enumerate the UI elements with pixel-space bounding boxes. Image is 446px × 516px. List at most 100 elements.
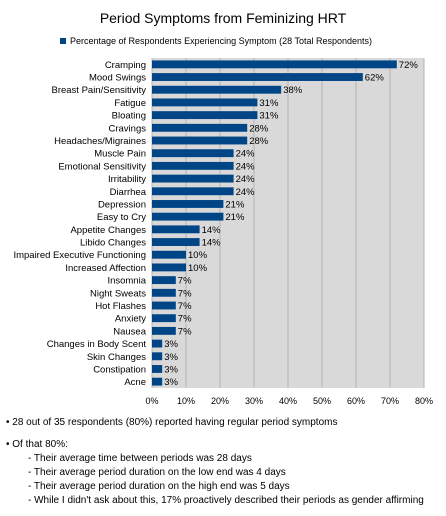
bar bbox=[152, 276, 176, 285]
bar-value-label: 7% bbox=[178, 276, 192, 287]
bar-value-label: 3% bbox=[164, 352, 178, 363]
x-tick-label: 60% bbox=[347, 396, 365, 406]
bar-value-label: 72% bbox=[399, 60, 419, 71]
bar bbox=[152, 301, 176, 310]
category-label: Irritability bbox=[108, 174, 146, 185]
category-label: Headaches/Migraines bbox=[54, 136, 146, 147]
legend-swatch bbox=[60, 38, 66, 44]
x-tick-label: 30% bbox=[245, 396, 263, 406]
category-label: Night Sweats bbox=[90, 288, 146, 299]
bar bbox=[152, 98, 258, 107]
category-label: Insomnia bbox=[107, 276, 146, 287]
category-label: Impaired Executive Functioning bbox=[13, 250, 146, 261]
bar bbox=[152, 187, 234, 196]
bar bbox=[152, 314, 176, 323]
notes-summary: • 28 out of 35 respondents (80%) reporte… bbox=[6, 417, 338, 428]
gridlines bbox=[151, 58, 425, 388]
bar-value-label: 24% bbox=[236, 174, 256, 185]
bar bbox=[152, 200, 224, 208]
bar-value-label: 38% bbox=[283, 85, 303, 96]
bar bbox=[152, 60, 397, 69]
x-tick-labels: 0% 10% 20% 30% 40% 50% 60% 70% 80% bbox=[145, 396, 433, 406]
category-label: Fatigue bbox=[114, 98, 146, 109]
x-tick-label: 70% bbox=[381, 396, 399, 406]
notes-detail: - Their average period duration on the h… bbox=[28, 481, 290, 492]
bar-value-label: 14% bbox=[202, 225, 222, 236]
category-label: Emotional Sensitivity bbox=[58, 161, 146, 172]
bar-chart: Period Symptoms from Feminizing HRT Perc… bbox=[13, 10, 434, 406]
category-label: Cravings bbox=[109, 123, 147, 134]
bar bbox=[152, 161, 234, 170]
bar-value-label: 31% bbox=[259, 98, 279, 109]
x-tick-label: 20% bbox=[211, 396, 229, 406]
bar-value-label: 7% bbox=[178, 288, 192, 299]
category-label: Easy to Cry bbox=[97, 212, 146, 223]
bar-value-label: 10% bbox=[188, 263, 208, 274]
category-label: Increased Affection bbox=[65, 263, 146, 274]
notes-detail: - While I didn't ask about this, 17% pro… bbox=[28, 495, 424, 506]
category-label: Bloating bbox=[112, 111, 146, 122]
bar-value-label: 7% bbox=[178, 314, 192, 325]
bar bbox=[152, 212, 224, 221]
bar-value-label: 21% bbox=[225, 199, 245, 210]
category-label: Changes in Body Scent bbox=[47, 339, 147, 350]
bar bbox=[152, 123, 248, 132]
data-labels: 72%62%38%31%31%28%28%24%24%24%24%21%21%1… bbox=[164, 60, 418, 388]
bar bbox=[152, 85, 282, 94]
bar-value-label: 62% bbox=[365, 73, 385, 84]
category-label: Depression bbox=[98, 199, 146, 210]
bars bbox=[152, 60, 397, 386]
category-label: Appetite Changes bbox=[70, 225, 146, 236]
bar bbox=[152, 149, 234, 158]
bar bbox=[152, 352, 163, 361]
notes-detail: - Their average time between periods was… bbox=[28, 453, 252, 464]
bar-value-label: 28% bbox=[249, 136, 269, 147]
bar-value-label: 7% bbox=[178, 301, 192, 312]
bar-value-label: 28% bbox=[249, 123, 269, 134]
chart-title: Period Symptoms from Feminizing HRT bbox=[100, 10, 347, 26]
bar-value-label: 10% bbox=[188, 250, 208, 261]
bar bbox=[152, 111, 258, 120]
bar bbox=[152, 73, 363, 81]
bar bbox=[152, 365, 163, 373]
category-label: Libido Changes bbox=[80, 238, 146, 249]
x-tick-label: 80% bbox=[415, 396, 433, 406]
category-label: Skin Changes bbox=[87, 352, 146, 363]
bar-value-label: 24% bbox=[236, 161, 256, 172]
bar-value-label: 31% bbox=[259, 111, 279, 122]
category-label: Nausea bbox=[113, 326, 146, 337]
bar-value-label: 24% bbox=[236, 187, 256, 198]
bar bbox=[152, 225, 200, 234]
category-label: Constipation bbox=[93, 364, 146, 375]
bar-value-label: 3% bbox=[164, 364, 178, 375]
bar bbox=[152, 377, 163, 386]
bar-value-label: 21% bbox=[225, 212, 245, 223]
category-label: Mood Swings bbox=[89, 73, 146, 84]
bar-value-label: 24% bbox=[236, 149, 256, 160]
bar-value-label: 3% bbox=[164, 377, 178, 388]
bar-value-label: 14% bbox=[202, 238, 222, 249]
x-tick-label: 40% bbox=[279, 396, 297, 406]
bar-value-label: 3% bbox=[164, 339, 178, 350]
category-label: Breast Pain/Sensitivity bbox=[51, 85, 146, 96]
bar bbox=[152, 174, 234, 183]
bar bbox=[152, 250, 186, 259]
category-label: Hot Flashes bbox=[95, 301, 146, 312]
bar-value-label: 7% bbox=[178, 326, 192, 337]
bar bbox=[152, 339, 163, 348]
notes-panel: • 28 out of 35 respondents (80%) reporte… bbox=[6, 416, 442, 508]
bar bbox=[152, 136, 248, 145]
category-label: Diarrhea bbox=[110, 187, 147, 198]
legend-label: Percentage of Respondents Experiencing S… bbox=[70, 36, 372, 46]
bar bbox=[152, 238, 200, 246]
bar bbox=[152, 326, 176, 335]
bar bbox=[152, 288, 176, 297]
category-label: Cramping bbox=[105, 60, 146, 71]
category-label: Acne bbox=[124, 377, 146, 388]
category-label: Anxiety bbox=[115, 314, 146, 325]
category-label: Muscle Pain bbox=[94, 149, 146, 160]
x-tick-label: 0% bbox=[145, 396, 158, 406]
notes-of-that: • Of that 80%: bbox=[6, 439, 68, 450]
x-tick-label: 10% bbox=[177, 396, 195, 406]
